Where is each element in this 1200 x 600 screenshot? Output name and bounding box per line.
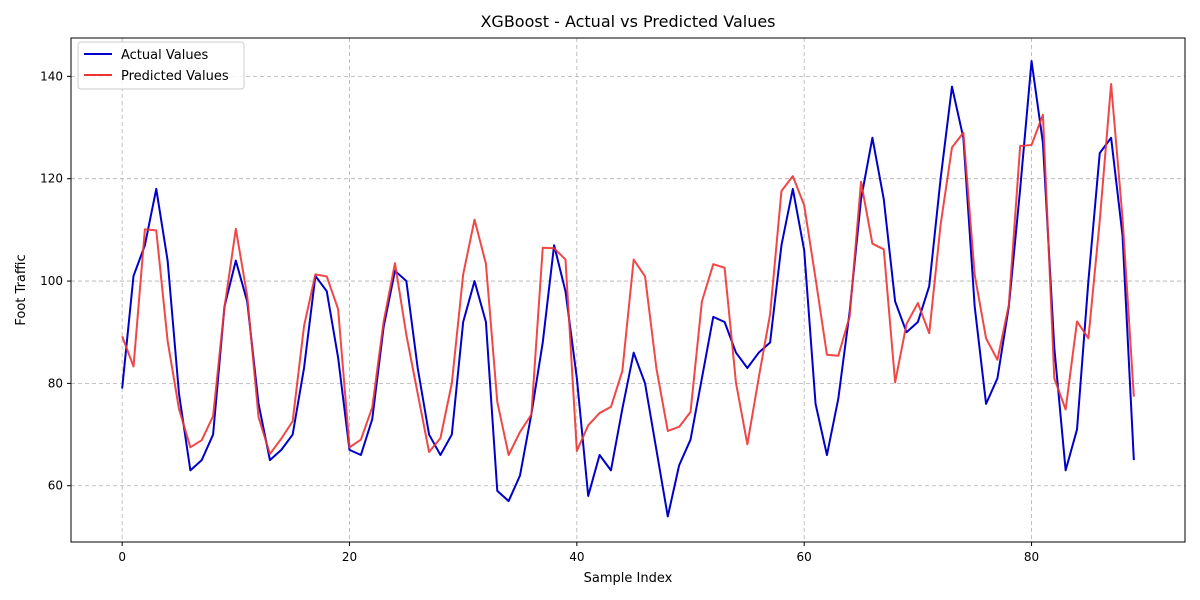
y-axis-label: Foot Traffic xyxy=(14,254,29,325)
x-tick-label: 80 xyxy=(1024,550,1039,564)
y-tick-label: 140 xyxy=(40,69,63,83)
axes-frame xyxy=(70,37,1186,543)
x-tick-label: 60 xyxy=(797,550,812,564)
chart-title: XGBoost - Actual vs Predicted Values xyxy=(480,12,775,31)
legend-label-predicted: Predicted Values xyxy=(121,69,229,84)
y-tick-label: 120 xyxy=(40,172,63,186)
axis-ticks: 0 20 40 60 80 60 80 100 120 140 xyxy=(40,69,1039,564)
x-axis-label: Sample Index xyxy=(584,571,673,586)
legend-box xyxy=(77,41,245,90)
series-layer xyxy=(121,60,1135,518)
y-tick-label: 80 xyxy=(48,376,63,390)
x-tick-label: 40 xyxy=(569,550,584,564)
legend-label-actual: Actual Values xyxy=(121,48,209,63)
y-tick-label: 100 xyxy=(40,274,63,288)
x-tick-label: 0 xyxy=(118,550,126,564)
y-tick-label: 60 xyxy=(48,479,63,493)
x-tick-label: 20 xyxy=(342,550,357,564)
legend: Actual Values Predicted Values xyxy=(77,41,245,90)
series-line-predicted xyxy=(121,83,1135,457)
